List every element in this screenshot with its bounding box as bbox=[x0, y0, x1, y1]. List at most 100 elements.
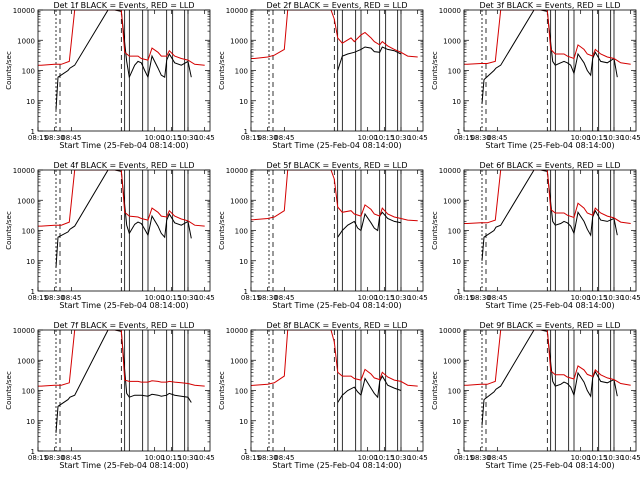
series-black-line bbox=[55, 170, 192, 268]
x-tick-label: 08:30 bbox=[45, 454, 65, 462]
x-tick-label: 08:30 bbox=[45, 294, 65, 302]
x-tick-label: 08:15 bbox=[28, 134, 48, 142]
x-tick-label: 08:15 bbox=[454, 454, 474, 462]
detector-panel-8f: Det 8f BLACK = Events, RED = LLD Counts/s… bbox=[218, 321, 428, 470]
plot-frame bbox=[250, 9, 424, 132]
y-tick-label: 10000 bbox=[226, 7, 248, 15]
y-tick-label: 1 bbox=[457, 128, 461, 136]
x-tick-label: 08:15 bbox=[454, 294, 474, 302]
y-tick-label: 1 bbox=[457, 288, 461, 296]
detector-panel-1f: Det 1f BLACK = Events, RED = LLD Counts/s… bbox=[5, 1, 215, 150]
x-tick-label: 10:00 bbox=[358, 294, 378, 302]
y-tick-label: 10000 bbox=[439, 7, 461, 15]
x-axis-label: Start Time (25-Feb-04 08:14:00) bbox=[59, 461, 188, 470]
x-tick-label: 10:30 bbox=[604, 294, 624, 302]
panel-title: Det 8f BLACK = Events, RED = LLD bbox=[266, 321, 407, 330]
plot-frame bbox=[37, 329, 211, 452]
x-tick-label: 08:15 bbox=[28, 454, 48, 462]
x-tick-label: 08:15 bbox=[28, 294, 48, 302]
x-tick-label: 10:30 bbox=[604, 134, 624, 142]
x-tick-label: 10:00 bbox=[571, 134, 591, 142]
x-tick-label: 10:45 bbox=[195, 294, 215, 302]
series-red-line bbox=[464, 10, 631, 65]
x-tick-label: 10:30 bbox=[391, 134, 411, 142]
y-tick-label: 10000 bbox=[226, 327, 248, 335]
y-tick-label: 10 bbox=[26, 418, 35, 426]
panel-title: Det 2f BLACK = Events, RED = LLD bbox=[266, 1, 407, 10]
x-tick-label: 10:15 bbox=[587, 454, 607, 462]
series-red-line bbox=[464, 330, 631, 386]
y-tick-label: 10000 bbox=[13, 327, 35, 335]
x-tick-label: 08:45 bbox=[61, 454, 81, 462]
x-tick-label: 10:30 bbox=[178, 294, 198, 302]
y-tick-label: 10 bbox=[239, 98, 248, 106]
y-tick-label: 100 bbox=[235, 228, 248, 236]
detector-panel-4f: Det 4f BLACK = Events, RED = LLD Counts/s… bbox=[5, 161, 215, 310]
panel-title: Det 9f BLACK = Events, RED = LLD bbox=[479, 321, 620, 330]
series-black-line bbox=[481, 10, 618, 104]
y-tick-label: 100 bbox=[448, 388, 461, 396]
x-tick-label: 10:30 bbox=[178, 134, 198, 142]
x-tick-label: 08:15 bbox=[454, 134, 474, 142]
x-tick-label: 08:45 bbox=[61, 294, 81, 302]
y-tick-label: 1 bbox=[31, 448, 35, 456]
series-red-line bbox=[251, 10, 418, 59]
y-tick-label: 1 bbox=[244, 288, 248, 296]
x-tick-label: 08:30 bbox=[471, 134, 491, 142]
detector-panel-3f: Det 3f BLACK = Events, RED = LLD Counts/s… bbox=[431, 1, 640, 150]
x-axis-label: Start Time (25-Feb-04 08:14:00) bbox=[272, 301, 401, 310]
y-tick-label: 100 bbox=[22, 68, 35, 76]
x-tick-label: 10:15 bbox=[587, 294, 607, 302]
x-tick-label: 08:45 bbox=[274, 454, 294, 462]
panel-title: Det 4f BLACK = Events, RED = LLD bbox=[53, 161, 194, 170]
y-tick-label: 1000 bbox=[17, 197, 35, 205]
plot-frame bbox=[250, 329, 424, 452]
x-tick-label: 08:45 bbox=[487, 134, 507, 142]
y-tick-label: 1000 bbox=[443, 37, 461, 45]
x-tick-label: 08:45 bbox=[274, 294, 294, 302]
y-tick-label: 1000 bbox=[17, 357, 35, 365]
x-tick-label: 08:45 bbox=[487, 454, 507, 462]
panel-title: Det 6f BLACK = Events, RED = LLD bbox=[479, 161, 620, 170]
y-tick-label: 1 bbox=[31, 288, 35, 296]
plot-frame bbox=[463, 9, 637, 132]
y-tick-label: 10000 bbox=[439, 327, 461, 335]
x-tick-label: 10:15 bbox=[374, 134, 394, 142]
y-tick-label: 10000 bbox=[13, 7, 35, 15]
detector-panel-2f: Det 2f BLACK = Events, RED = LLD Counts/s… bbox=[218, 1, 428, 150]
x-tick-label: 08:45 bbox=[487, 294, 507, 302]
x-tick-label: 08:30 bbox=[258, 454, 278, 462]
y-axis-label: Counts/sec bbox=[218, 371, 226, 410]
y-axis-label: Counts/sec bbox=[5, 211, 13, 250]
y-tick-label: 10 bbox=[239, 258, 248, 266]
y-axis-label: Counts/sec bbox=[218, 51, 226, 90]
x-tick-label: 10:45 bbox=[621, 294, 640, 302]
detector-panel-6f: Det 6f BLACK = Events, RED = LLD Counts/s… bbox=[431, 161, 640, 310]
y-tick-label: 1 bbox=[457, 448, 461, 456]
y-tick-label: 100 bbox=[235, 388, 248, 396]
x-tick-label: 10:00 bbox=[145, 134, 165, 142]
series-black-line bbox=[481, 170, 618, 261]
x-tick-label: 10:00 bbox=[571, 294, 591, 302]
x-axis-label: Start Time (25-Feb-04 08:14:00) bbox=[485, 141, 614, 150]
y-tick-label: 100 bbox=[448, 228, 461, 236]
panel-title: Det 3f BLACK = Events, RED = LLD bbox=[479, 1, 620, 10]
plot-frame bbox=[463, 329, 637, 452]
x-tick-label: 10:15 bbox=[374, 454, 394, 462]
y-tick-label: 10000 bbox=[226, 167, 248, 175]
series-red-line bbox=[38, 170, 205, 227]
y-tick-label: 100 bbox=[235, 68, 248, 76]
x-axis-label: Start Time (25-Feb-04 08:14:00) bbox=[485, 301, 614, 310]
x-tick-label: 10:45 bbox=[408, 134, 428, 142]
x-tick-label: 10:45 bbox=[195, 454, 215, 462]
series-black-line bbox=[337, 46, 402, 71]
x-tick-label: 08:30 bbox=[258, 294, 278, 302]
x-tick-label: 08:30 bbox=[471, 454, 491, 462]
plot-frame bbox=[37, 9, 211, 132]
x-tick-label: 08:30 bbox=[45, 134, 65, 142]
x-tick-label: 10:00 bbox=[145, 454, 165, 462]
detector-panel-7f: Det 7f BLACK = Events, RED = LLD Counts/s… bbox=[5, 321, 215, 470]
x-tick-label: 10:00 bbox=[358, 134, 378, 142]
y-axis-label: Counts/sec bbox=[218, 211, 226, 250]
